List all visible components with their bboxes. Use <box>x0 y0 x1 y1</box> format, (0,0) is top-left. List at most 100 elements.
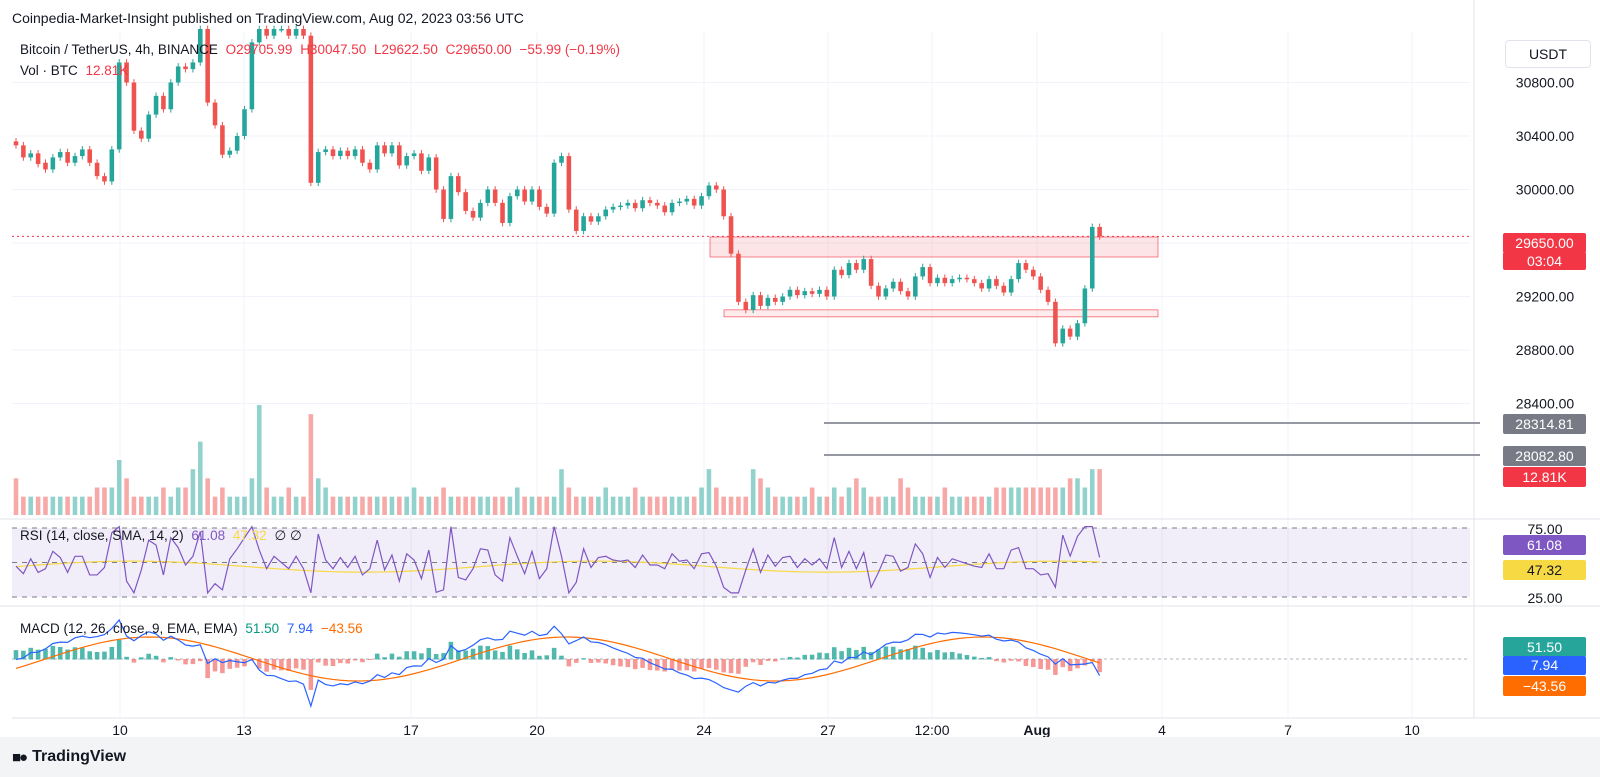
time-tick-label: 10 <box>1404 722 1420 738</box>
candle-body <box>146 114 151 139</box>
volume-bar <box>448 496 454 515</box>
candle-body <box>190 62 196 70</box>
macd-histogram-bar <box>588 659 594 663</box>
candlesticks[interactable] <box>13 25 1102 347</box>
rsi-label[interactable]: RSI (14, close, SMA, 14, 2) <box>20 528 184 543</box>
time-tick-label: 24 <box>696 722 712 738</box>
volume-bar <box>367 496 373 515</box>
candle-body <box>456 176 461 193</box>
volume-bar <box>227 496 233 515</box>
macd-histogram-bar <box>706 659 712 669</box>
volume-bar <box>795 496 800 515</box>
volume-bar <box>625 496 631 515</box>
macd-histogram-bar <box>264 659 269 672</box>
symbol-label[interactable]: Bitcoin / TetherUS, 4h, BINANCE <box>20 42 218 57</box>
price-tick-label: 30800.00 <box>1516 75 1575 91</box>
volume-bar <box>301 496 306 515</box>
volume-bar <box>1038 487 1043 515</box>
candle-body <box>677 201 682 204</box>
candle-body <box>669 202 675 213</box>
macd-histogram-bar <box>714 659 719 670</box>
candle-body <box>979 283 984 289</box>
volume-bar <box>507 496 513 515</box>
candle-body <box>242 109 247 136</box>
volume-bar <box>1060 487 1066 515</box>
macd-histogram-bar <box>352 659 358 661</box>
candle-body <box>1053 301 1058 344</box>
volume-bar <box>198 441 203 515</box>
candle-body <box>949 279 955 284</box>
candle-body <box>714 185 719 190</box>
candle-body <box>80 149 85 157</box>
macd-histogram-bar <box>220 659 225 674</box>
volume-bar <box>470 496 476 515</box>
macd-histogram-bar <box>360 659 365 663</box>
macd-label[interactable]: MACD (12, 26, close, 9, EMA, EMA) <box>20 621 238 636</box>
volume-bar <box>772 496 778 515</box>
axes: 30800.00 30400.00 30000.00 29200.00 28800.00… <box>112 75 1574 739</box>
volume-bar <box>374 496 380 515</box>
volume-bar <box>802 496 808 515</box>
candle-body <box>153 95 159 115</box>
candle-body <box>507 196 513 223</box>
macd-histogram-bar <box>898 649 903 660</box>
macd-histogram-bar <box>397 656 402 660</box>
macd-histogram-bar <box>618 659 623 667</box>
volume-label[interactable]: Vol · BTC <box>20 63 78 78</box>
macd-histogram-bar <box>544 655 550 660</box>
macd-histogram-bar <box>323 659 328 666</box>
candle-body <box>625 202 631 206</box>
volume-bar <box>360 496 365 515</box>
volume-bar <box>161 487 166 515</box>
macd-histogram-bar <box>913 645 918 660</box>
candle-body <box>913 276 918 297</box>
currency-button[interactable]: USDT <box>1505 40 1591 68</box>
macd-histogram-bar <box>691 659 697 672</box>
candle-body <box>212 102 218 126</box>
volume-bar <box>323 487 328 515</box>
candle-body <box>765 297 771 306</box>
candle-body <box>780 296 785 302</box>
rsi-line <box>15 525 1101 595</box>
macd-histogram-bar <box>647 659 653 671</box>
candle-body <box>957 277 962 280</box>
macd-histogram-bar <box>551 647 557 660</box>
candle-body <box>72 156 78 163</box>
macd-histogram-bar <box>1097 659 1102 673</box>
candle-body <box>301 29 306 36</box>
macd-histogram-bar <box>470 648 476 660</box>
macd-histogram-bar <box>21 650 26 660</box>
volume-bar <box>544 496 550 515</box>
tradingview-logo[interactable]: ■● TradingView <box>12 748 126 766</box>
rsi-price-label: 61.08 <box>1503 535 1586 555</box>
low-value: L29622.50 <box>374 42 438 57</box>
volume-bar <box>212 496 218 515</box>
volume-bar <box>124 478 129 515</box>
candle-body <box>927 267 933 284</box>
open-value: O29705.99 <box>225 42 293 57</box>
volume-bar <box>610 496 616 515</box>
volume-value: 12.81K <box>85 63 129 78</box>
volume-bar <box>780 496 785 515</box>
rsi-empty-values: ∅ ∅ <box>274 528 302 543</box>
candle-body <box>920 267 925 277</box>
candle-body <box>205 29 210 103</box>
bar-countdown-label: 03:04 <box>1503 252 1586 270</box>
tradingview-logo-icon: ■● <box>12 748 28 766</box>
candle-body <box>131 82 137 131</box>
candle-body <box>441 189 446 219</box>
macd-histogram-bar <box>979 658 984 660</box>
candle-body <box>898 281 903 292</box>
macd-histogram-bar <box>271 659 277 670</box>
volume-bar <box>463 496 468 515</box>
macd-histogram-bar <box>43 648 48 660</box>
macd-histogram-bar <box>839 651 844 660</box>
macd-histogram-bar <box>87 651 93 660</box>
volume-bar <box>1016 487 1021 515</box>
macd-histogram-bar <box>301 659 306 670</box>
macd-histogram-bar <box>514 649 520 660</box>
volume-bar <box>330 496 336 515</box>
volume-bar <box>441 487 446 515</box>
candle-body <box>293 29 299 36</box>
